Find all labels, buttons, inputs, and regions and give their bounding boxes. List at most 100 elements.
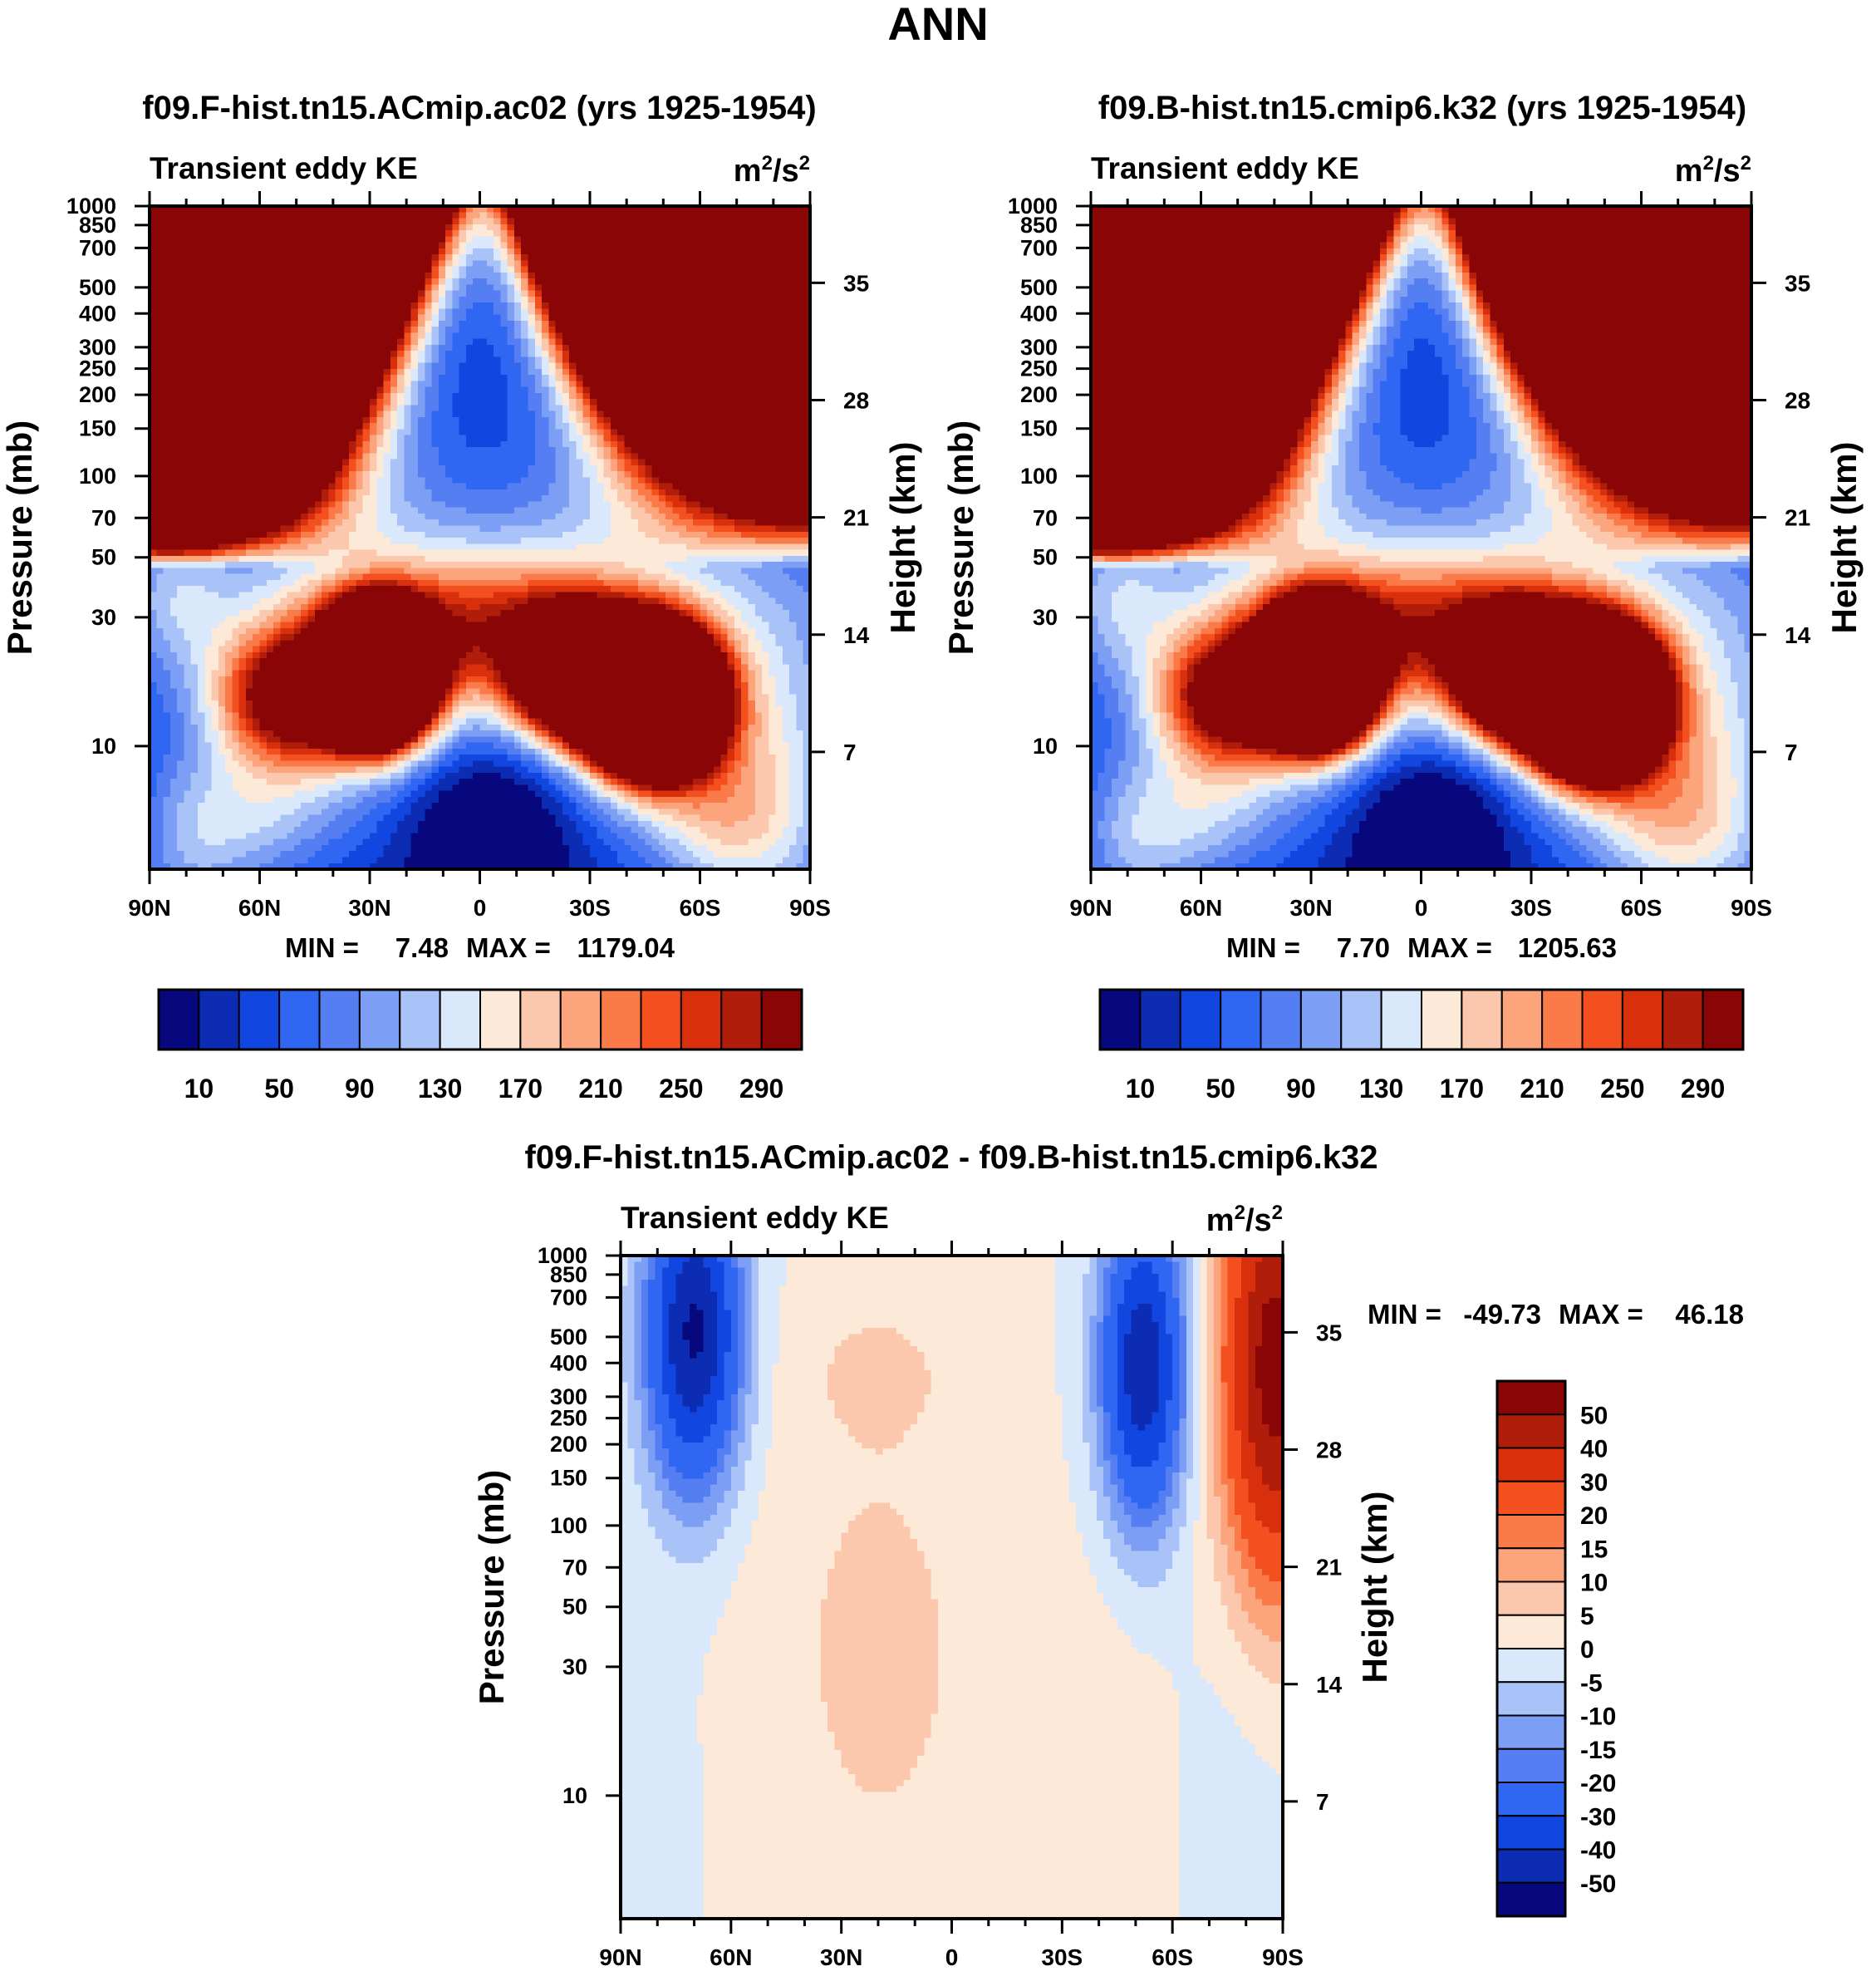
contour-cell [665, 351, 673, 357]
contour-cell [624, 423, 632, 430]
contour-cell [513, 296, 522, 303]
contour-cell [465, 314, 474, 322]
contour-cell [507, 471, 515, 479]
contour-cell [789, 447, 798, 455]
contour-cell [273, 308, 281, 316]
contour-cell [507, 224, 515, 231]
contour-cell [177, 471, 185, 479]
contour-cell [266, 338, 274, 346]
contour-cell [754, 266, 763, 273]
contour-cell [322, 375, 329, 381]
contour-cell [479, 242, 488, 249]
contour-cell [734, 410, 742, 418]
contour-cell [314, 416, 322, 424]
contour-cell [734, 332, 742, 340]
contour-cell [603, 206, 611, 213]
contour-cell [576, 338, 584, 346]
contour-cell [486, 320, 494, 327]
contour-cell [782, 495, 790, 503]
contour-cell [177, 230, 185, 237]
contour-cell [417, 416, 425, 424]
contour-fill [150, 206, 811, 870]
contour-cell [322, 501, 329, 509]
contour-cell [452, 416, 460, 424]
contour-cell [238, 368, 247, 376]
contour-cell [328, 429, 336, 436]
contour-cell [184, 362, 192, 370]
contour-cell [569, 477, 577, 484]
contour-cell [507, 392, 515, 400]
contour-cell [720, 465, 729, 472]
contour-cell [714, 495, 721, 503]
contour-cell [685, 212, 694, 219]
contour-cell [624, 368, 632, 376]
contour-cell [762, 224, 769, 231]
contour-cell [651, 447, 660, 455]
contour-cell [184, 278, 192, 285]
contour-cell [645, 338, 653, 346]
contour-cell [617, 513, 626, 520]
contour-cell [521, 218, 529, 225]
contour-cell [714, 290, 721, 297]
contour-cell [383, 447, 391, 455]
contour-cell [397, 344, 405, 351]
contour-cell [590, 423, 597, 430]
contour-cell [631, 338, 639, 346]
contour-cell [789, 230, 798, 237]
contour-cell [679, 410, 687, 418]
contour-cell [211, 453, 219, 460]
contour-cell [163, 405, 171, 412]
contour-cell [610, 381, 618, 388]
contour-cell [754, 351, 763, 357]
contour-cell [534, 296, 543, 303]
contour-cell [507, 429, 515, 436]
contour-cell [211, 507, 219, 514]
contour-cell [465, 459, 474, 466]
contour-cell [314, 410, 322, 418]
contour-cell [685, 272, 694, 279]
contour-cell [452, 327, 460, 333]
contour-cell [513, 218, 522, 225]
contour-cell [754, 410, 763, 418]
contour-cell [597, 320, 605, 327]
contour-cell [156, 471, 165, 479]
contour-cell [555, 399, 563, 406]
contour-cell [582, 375, 591, 381]
contour-cell [700, 459, 708, 466]
contour-cell [624, 381, 632, 388]
contour-cell [438, 410, 446, 418]
contour-cell [534, 314, 543, 322]
contour-cell [177, 386, 185, 394]
contour-cell [782, 501, 790, 509]
contour-cell [782, 477, 790, 484]
contour-cell [597, 266, 605, 273]
contour-cell [734, 314, 742, 322]
contour-cell [542, 290, 549, 297]
contour-cell [410, 489, 419, 496]
contour-cell [328, 242, 336, 249]
contour-cell [473, 513, 481, 520]
contour-cell [569, 416, 577, 424]
contour-cell [150, 447, 157, 455]
contour-cell [734, 477, 742, 484]
contour-cell [190, 206, 199, 213]
contour-cell [631, 423, 639, 430]
contour-cell [150, 435, 157, 442]
contour-cell [762, 495, 769, 503]
contour-cell [500, 212, 508, 219]
contour-cell [782, 254, 790, 261]
contour-cell [287, 392, 295, 400]
contour-cell [287, 266, 295, 273]
contour-cell [150, 224, 157, 231]
contour-cell [156, 392, 165, 400]
contour-cell [610, 375, 618, 381]
contour-cell [238, 356, 247, 364]
contour-cell [438, 399, 446, 406]
contour-cell [534, 327, 543, 333]
contour-cell [293, 489, 302, 496]
contour-cell [665, 501, 673, 509]
contour-cell [349, 254, 357, 261]
contour-cell [521, 375, 529, 381]
contour-cell [383, 471, 391, 479]
contour-cell [610, 399, 618, 406]
